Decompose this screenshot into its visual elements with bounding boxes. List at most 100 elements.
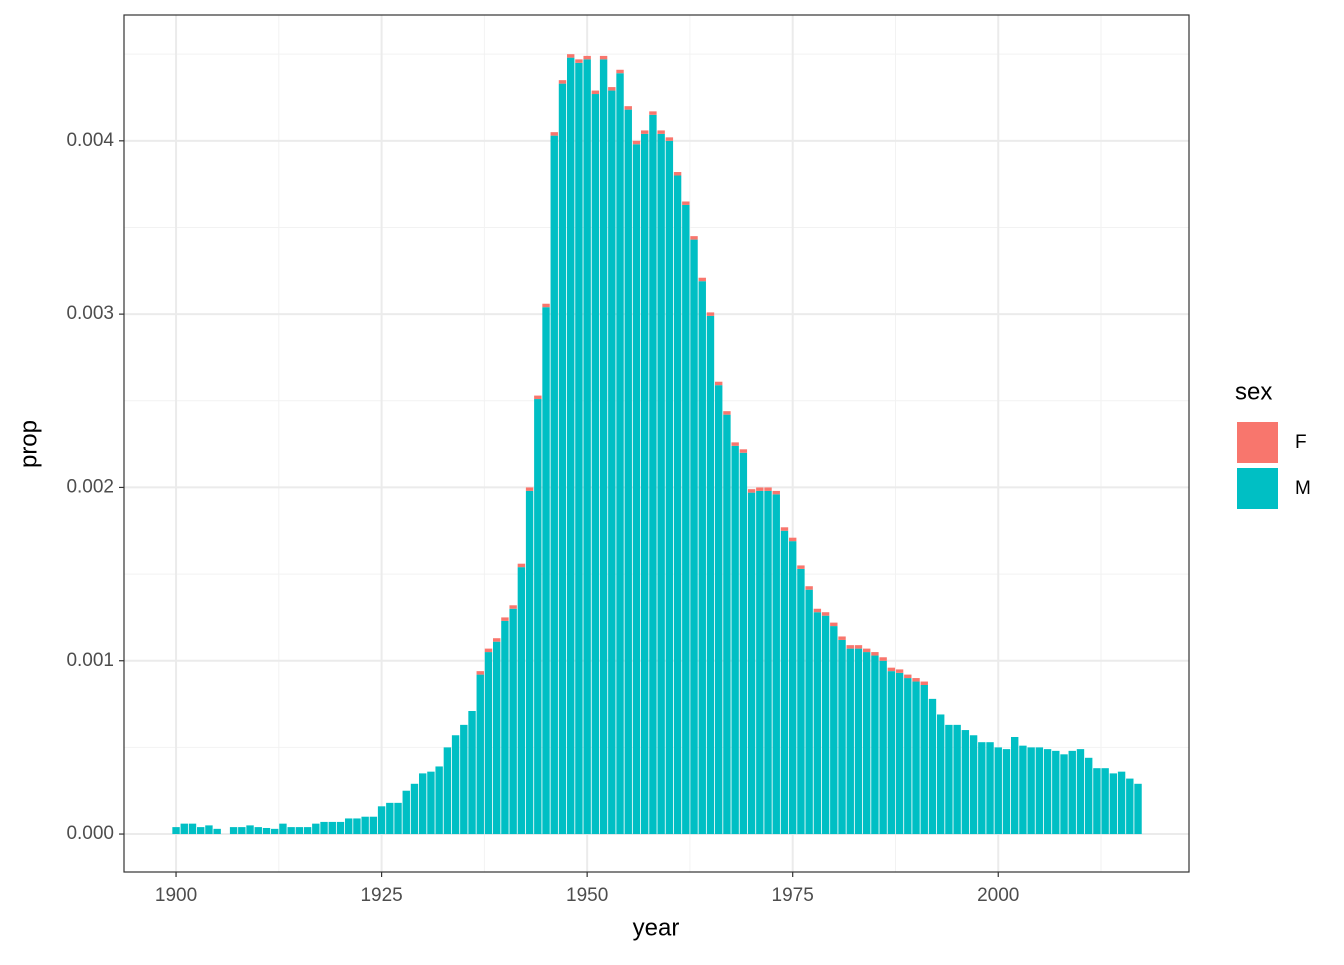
bar-segment <box>682 201 690 205</box>
bar-segment <box>714 381 723 386</box>
legend-label: M <box>1295 478 1311 499</box>
bar-segment <box>451 735 460 835</box>
bar-segment <box>838 639 846 835</box>
bar-segment <box>616 73 624 835</box>
bar-segment <box>197 827 205 835</box>
y-tick-label: 0.002 <box>66 476 114 497</box>
y-tick-label: 0.003 <box>66 303 114 324</box>
bar-segment <box>583 55 591 60</box>
bar-segment <box>493 638 501 642</box>
bar-segment <box>1002 749 1011 835</box>
bar-segment <box>1068 750 1076 835</box>
bar-segment <box>205 825 213 835</box>
bar-segment <box>246 825 254 835</box>
bar-segment <box>558 80 567 84</box>
bar-segment <box>279 823 287 835</box>
legend-label: F <box>1295 432 1307 453</box>
bar-segment <box>484 652 493 835</box>
bar-segment <box>723 411 731 415</box>
bar-segment <box>591 94 600 835</box>
bar-segment <box>443 747 452 835</box>
bar-segment <box>238 827 246 835</box>
bar-segment <box>895 669 904 673</box>
bar-segment <box>493 641 501 835</box>
bar-segment <box>772 490 780 495</box>
bar-segment <box>879 657 887 661</box>
bar-segment <box>616 69 624 74</box>
bar-segment <box>1027 747 1035 835</box>
bar-segment <box>920 681 928 686</box>
bar-segment <box>1010 736 1019 835</box>
bar-segment <box>854 645 863 649</box>
bar-segment <box>706 312 715 316</box>
bar-segment <box>534 399 542 835</box>
bar-segment <box>534 395 542 400</box>
bar-segment <box>287 827 295 835</box>
bar-segment <box>1134 783 1142 835</box>
bar-segment <box>887 667 896 672</box>
bar-segment <box>567 54 575 58</box>
bar-segment <box>336 821 345 835</box>
bar-segment <box>936 714 945 835</box>
bar-segment <box>953 724 961 835</box>
bar-segment <box>386 802 394 835</box>
bar-segment <box>427 771 435 835</box>
bar-segment <box>1019 745 1027 835</box>
y-tick-label: 0.001 <box>66 650 114 671</box>
bar-segment <box>756 487 764 491</box>
bar-segment <box>830 626 838 835</box>
bar-segment <box>567 57 575 835</box>
y-tick-label: 0.000 <box>66 823 114 844</box>
bar-segment <box>1126 778 1134 835</box>
bar-segment <box>706 315 715 835</box>
bar-segment <box>797 565 805 569</box>
bar-segment <box>468 710 476 835</box>
bar-segment <box>1060 754 1068 835</box>
bar-segment <box>632 140 641 145</box>
bar-segment <box>904 678 912 835</box>
bar-segment <box>394 802 402 835</box>
bar-segment <box>698 281 706 835</box>
bar-segment <box>813 612 822 835</box>
bar-segment <box>846 645 854 649</box>
bar-segment <box>862 652 871 835</box>
bar-segment <box>797 568 805 835</box>
bar-segment <box>945 724 953 835</box>
bar-segment <box>978 742 986 835</box>
x-tick-label: 1900 <box>155 885 197 906</box>
bars <box>172 54 1142 835</box>
bar-segment <box>542 303 550 308</box>
bar-segment <box>994 747 1002 835</box>
bar-segment <box>501 620 509 835</box>
bar-segment <box>830 622 838 627</box>
bar-segment <box>583 59 591 835</box>
bar-segment <box>599 59 608 835</box>
bar-segment <box>345 818 353 835</box>
bar-segment <box>665 140 674 835</box>
bar-segment <box>805 586 813 590</box>
bar-segment <box>608 87 616 91</box>
y-tick-label: 0.004 <box>66 130 114 151</box>
bar-segment <box>714 385 723 835</box>
bar-segment <box>312 823 320 835</box>
bar-segment <box>435 766 443 835</box>
bar-segment <box>509 608 517 835</box>
bar-segment <box>550 132 558 136</box>
bar-segment <box>484 648 493 653</box>
bar-segment <box>846 648 854 835</box>
bar-segment <box>517 563 526 568</box>
bar-segment <box>1101 768 1109 835</box>
bar-segment <box>928 698 937 835</box>
bar-segment <box>665 137 674 141</box>
bar-segment <box>525 490 534 835</box>
bar-segment <box>682 204 690 835</box>
bar-segment <box>188 823 197 835</box>
bar-segment <box>608 90 616 835</box>
bar-segment <box>871 655 879 835</box>
bar-segment <box>213 828 221 835</box>
bar-segment <box>854 648 863 835</box>
bar-segment <box>575 62 583 835</box>
bar-segment <box>772 494 780 835</box>
